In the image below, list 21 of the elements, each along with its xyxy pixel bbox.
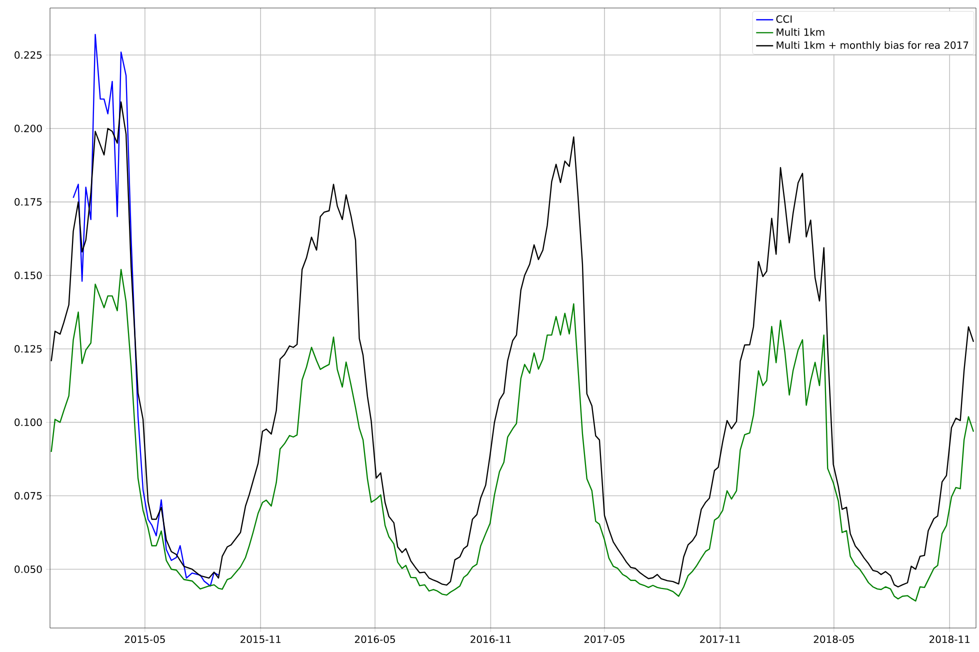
line-series xyxy=(50,268,974,602)
y-tick-label: 0.175 xyxy=(14,198,42,206)
y-tick-label: 0.075 xyxy=(14,492,42,500)
y-tick-label: 0.225 xyxy=(14,51,42,59)
y-tick-label: 0.150 xyxy=(14,272,42,280)
x-tick-label: 2015-05 xyxy=(124,636,165,644)
y-tick-label: 0.050 xyxy=(14,565,42,573)
legend-label: Multi 1km xyxy=(776,28,824,36)
x-tick-label: 2015-11 xyxy=(240,636,280,644)
x-tick-label: 2016-05 xyxy=(354,636,395,644)
x-tick-label: 2017-11 xyxy=(700,636,740,644)
x-tick-label: 2016-11 xyxy=(470,636,511,644)
x-tick-label: 2017-05 xyxy=(584,636,624,644)
y-tick-label: 0.125 xyxy=(14,345,42,353)
line-series xyxy=(72,34,220,587)
x-tick-label: 2018-11 xyxy=(930,636,970,644)
y-tick-label: 0.100 xyxy=(14,418,42,426)
x-tick-label: 2018-05 xyxy=(814,636,854,644)
legend-label: Multi 1km + monthly bias for rea 2017 xyxy=(776,41,968,51)
y-tick-label: 0.200 xyxy=(14,124,42,132)
legend-label: CCI xyxy=(776,15,792,23)
